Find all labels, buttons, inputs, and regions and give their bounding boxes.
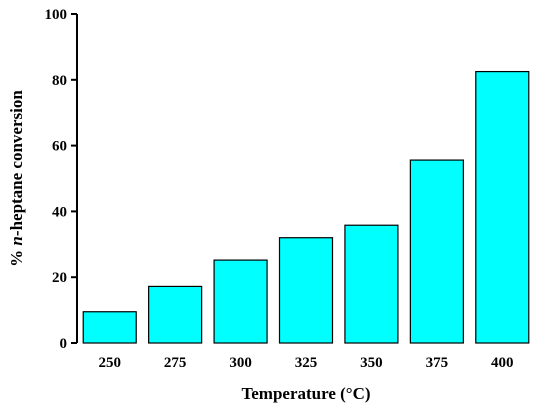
x-ticks-group: 250 275 300 325 350 375 400 — [98, 355, 513, 371]
y-tick-label: 20 — [52, 270, 67, 286]
x-tick-label: 400 — [491, 355, 514, 371]
y-ticks-group: 0 20 40 60 80 100 — [45, 7, 77, 352]
bar-400 — [475, 70, 530, 344]
bar-275 — [148, 285, 203, 344]
y-axis-title-italic: n — [7, 236, 26, 245]
x-tick-label: 375 — [426, 355, 449, 371]
bar-350 — [344, 224, 399, 344]
y-tick-label: 100 — [45, 7, 68, 23]
y-tick-label: 40 — [52, 204, 67, 220]
x-tick-label: 250 — [98, 355, 121, 371]
y-axis-title-prefix: % — [7, 246, 26, 267]
bar-325 — [278, 237, 334, 344]
bars-group — [82, 70, 530, 344]
x-tick-label: 300 — [229, 355, 252, 371]
bar-375 — [409, 159, 464, 344]
bar-300 — [213, 259, 268, 344]
x-tick-label: 350 — [360, 355, 383, 371]
x-tick-label: 325 — [295, 355, 318, 371]
x-axis-title: Temperature (°C) — [241, 384, 370, 403]
x-tick-label: 275 — [164, 355, 187, 371]
y-axis-title: % n-heptane conversion — [7, 90, 26, 267]
y-tick-label: 80 — [52, 73, 67, 89]
y-tick-label: 60 — [52, 139, 67, 155]
bar-250 — [82, 311, 137, 344]
y-axis-title-suffix: -heptane conversion — [7, 90, 26, 236]
y-tick-label: 0 — [60, 336, 68, 352]
